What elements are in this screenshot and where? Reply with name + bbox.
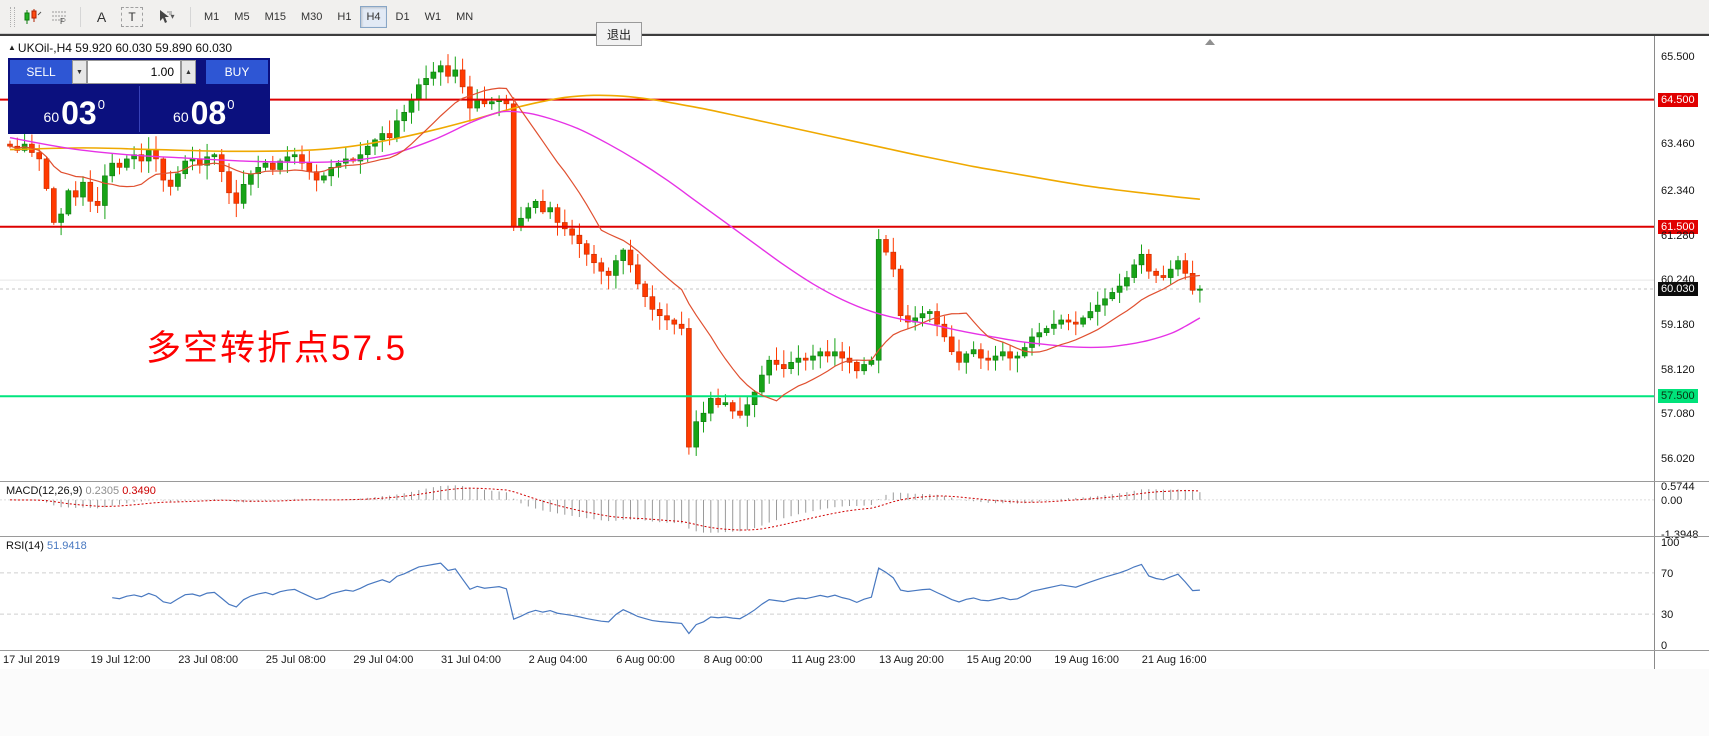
macd-axis-label: 0.5744 [1661, 480, 1695, 493]
time-axis-label: 17 Jul 2019 [3, 654, 60, 666]
ask-point: 0 [227, 97, 235, 112]
exit-button[interactable]: 退出 [596, 22, 642, 46]
price-axis-label: 65.500 [1661, 51, 1695, 64]
time-axis-label: 19 Aug 16:00 [1054, 654, 1120, 666]
text-label-icon[interactable]: A [96, 8, 107, 25]
time-axis-label: 11 Aug 23:00 [791, 654, 856, 666]
timeframe-button-w1[interactable]: W1 [424, 10, 442, 23]
volume-increase-button[interactable]: ▲ [181, 60, 196, 84]
macd-main-value: 0.2305 [85, 485, 120, 497]
grid-f-icon[interactable]: F [46, 5, 73, 29]
timeframe-button-m30[interactable]: M30 [300, 10, 323, 23]
macd-name: MACD(12,26,9) [6, 485, 83, 497]
time-axis[interactable]: 17 Jul 2019 19 Jul 12:00 23 Jul 08:00 25 Ju… [0, 651, 1654, 669]
time-axis-label: 15 Aug 20:00 [966, 654, 1032, 666]
crosshair-cursor-icon [160, 9, 173, 23]
text-box-icon[interactable]: T [121, 6, 143, 27]
sell-button[interactable]: SELL [10, 60, 72, 84]
time-axis-label: 8 Aug 00:00 [703, 654, 763, 666]
timeframe-button-d1[interactable]: D1 [395, 10, 410, 23]
macd-axis-label: -1.3948 [1661, 529, 1699, 541]
rsi-chart[interactable] [0, 537, 1654, 650]
rsi-axis-label: 0 [1661, 640, 1668, 652]
symbol-name: UKOil-,H4 [17, 41, 72, 55]
price-axis-label: 57.080 [1661, 408, 1695, 421]
time-axis-label: 29 Jul 04:00 [353, 654, 414, 666]
timeframe-button-mn[interactable]: MN [456, 10, 474, 23]
svg-text:F: F [60, 17, 65, 25]
price-axis-label: 56.020 [1661, 452, 1695, 465]
timeframe-button-m5[interactable]: M5 [234, 10, 250, 23]
timeframe-button-h1[interactable]: H1 [337, 10, 352, 23]
price-axis-label: 61.280 [1661, 230, 1695, 243]
time-axis-label: 6 Aug 00:00 [616, 654, 675, 666]
price-axis-label: 57.500 [1658, 389, 1698, 404]
ask-price-display: 60 08 0 [140, 86, 269, 132]
toolbar-separator [80, 6, 81, 27]
timeframe-group: M1 M5 M15 M30 H1 H4 D1 W1 MN [198, 5, 479, 28]
bid-whole: 60 [43, 109, 60, 125]
price-axis-label: 63.460 [1661, 137, 1695, 150]
volume-input[interactable] [87, 60, 181, 84]
rsi-axis-label: 70 [1661, 567, 1674, 580]
pane-separator[interactable] [0, 481, 1709, 482]
bottom-strip [0, 669, 1709, 736]
price-axis-label: 62.340 [1661, 185, 1695, 198]
cursor-tool-icon[interactable]: ▾ [149, 5, 183, 29]
pane-separator[interactable] [0, 536, 1709, 537]
rsi-value: 51.9418 [46, 540, 87, 552]
candlestick-chart-icon [24, 8, 41, 24]
chart-symbol-header: ▲ UKOil-,H4 59.920 60.030 59.890 60.030 [8, 41, 232, 55]
rsi-axis-label: 30 [1661, 609, 1674, 622]
price-axis-label: 58.120 [1661, 363, 1695, 376]
time-axis-label: 2 Aug 04:00 [528, 654, 588, 666]
price-axis[interactable]: 65.500 64.500 63.460 62.340 61.500 61.280 60.2… [1654, 36, 1709, 669]
chevron-down-icon: ▾ [170, 12, 175, 21]
time-axis-label: 25 Jul 08:00 [265, 654, 326, 666]
price-axis-label: 60.030 [1658, 282, 1698, 296]
toolbar-separator [190, 6, 191, 27]
bid-point: 0 [97, 97, 105, 112]
macd-label: MACD(12,26,9) 0.2305 0.3490 [6, 485, 156, 497]
rsi-axis-label: 100 [1661, 537, 1680, 549]
toolbar: F A T ▾ M1 M5 M15 M30 H1 H4 D1 W1 MN [0, 0, 1709, 34]
macd-axis-label: 0.00 [1661, 494, 1683, 507]
time-axis-label: 21 Aug 16:00 [1141, 654, 1207, 666]
buy-button[interactable]: BUY [206, 60, 268, 84]
bid-price-display: 60 03 0 [10, 86, 140, 132]
toolbar-grip[interactable] [10, 6, 15, 27]
price-axis-label: 64.500 [1658, 92, 1698, 107]
chart-text-annotation: 多空转折点57.5 [146, 329, 408, 368]
ask-pips: 08 [190, 94, 227, 131]
rsi-name: RSI(14) [6, 540, 44, 552]
timeframe-button-m1[interactable]: M1 [204, 10, 220, 23]
symbol-marker-icon: ▲ [8, 43, 16, 52]
timeframe-button-m15[interactable]: M15 [264, 10, 286, 23]
price-chart[interactable] [0, 36, 1654, 481]
pane-separator [0, 650, 1709, 651]
time-axis-label: 31 Jul 04:00 [441, 654, 501, 666]
bid-pips: 03 [61, 94, 97, 131]
price-axis-label: 61.500 [1658, 219, 1698, 234]
macd-signal-value: 0.3490 [122, 485, 156, 497]
time-axis-label: 19 Jul 12:00 [90, 654, 151, 666]
ask-whole: 60 [173, 109, 189, 125]
price-axis-label: 59.180 [1661, 319, 1695, 332]
grid-icon: F [52, 11, 67, 25]
timeframe-button-h4[interactable]: H4 [360, 5, 387, 28]
rsi-label: RSI(14) 51.9418 [6, 540, 87, 552]
time-axis-label: 23 Jul 08:00 [178, 654, 239, 666]
macd-chart[interactable] [0, 482, 1654, 536]
one-click-trading-panel: SELL ▼ ▲ BUY 60 03 0 60 08 0 [8, 58, 270, 134]
window-divider [0, 34, 1709, 36]
ohlc-values: 59.920 60.030 59.890 60.030 [75, 41, 233, 55]
volume-decrease-button[interactable]: ▼ [72, 60, 87, 84]
indicators-icon[interactable] [19, 5, 46, 29]
time-axis-label: 13 Aug 20:00 [879, 654, 944, 666]
